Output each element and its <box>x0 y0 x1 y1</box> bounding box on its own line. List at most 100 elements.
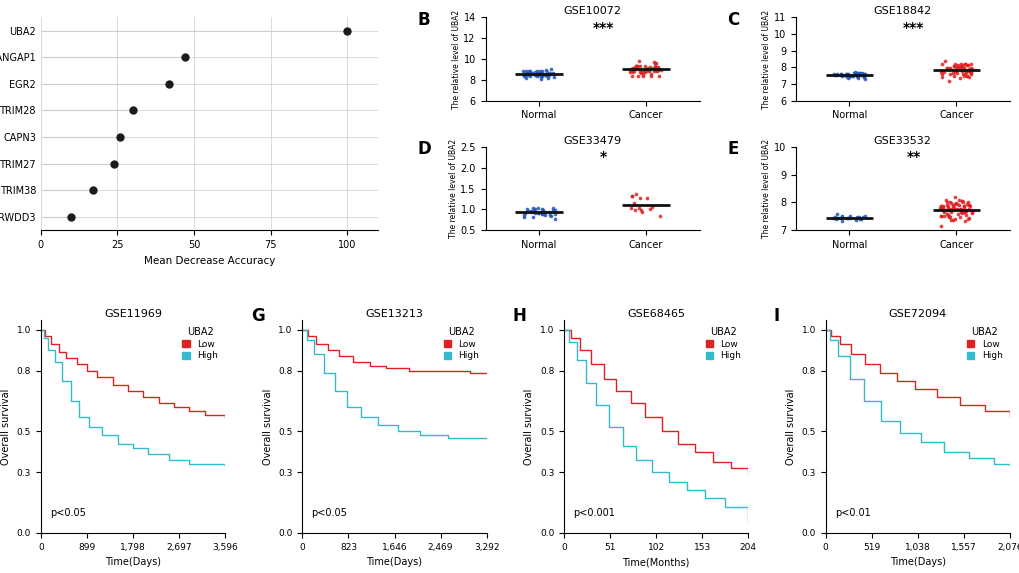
Point <box>938 203 955 213</box>
Point <box>944 215 960 224</box>
Y-axis label: Overall survival: Overall survival <box>786 388 795 465</box>
Point <box>634 65 650 74</box>
Point <box>952 62 968 72</box>
Point <box>851 213 867 222</box>
Point <box>942 198 958 207</box>
Point <box>631 203 647 212</box>
Point <box>632 206 648 215</box>
Point <box>545 72 561 81</box>
Point <box>637 65 653 74</box>
Point <box>537 207 553 216</box>
Point <box>952 59 968 68</box>
Point <box>833 213 849 222</box>
Point <box>931 211 948 220</box>
Point <box>532 69 548 78</box>
Point <box>826 70 843 80</box>
Point <box>838 214 854 223</box>
Point <box>526 204 542 213</box>
Point <box>832 70 848 80</box>
Point <box>948 61 964 70</box>
Point <box>956 216 972 225</box>
Point <box>958 200 974 209</box>
Point <box>646 62 662 72</box>
Point <box>642 204 658 213</box>
Point <box>839 69 855 79</box>
Point <box>648 65 664 74</box>
Point <box>962 63 978 72</box>
Point <box>932 202 949 211</box>
Point <box>945 206 961 215</box>
Point <box>957 66 973 76</box>
Point <box>520 69 536 78</box>
Point <box>541 207 557 217</box>
Point <box>946 214 962 223</box>
Point <box>934 67 951 76</box>
Point <box>851 215 867 224</box>
Point <box>949 69 965 78</box>
Point <box>956 69 972 79</box>
Point <box>517 209 533 218</box>
Point <box>519 69 535 79</box>
Point <box>533 204 549 213</box>
X-axis label: Time(Months): Time(Months) <box>622 557 689 567</box>
Point <box>537 65 553 74</box>
Point <box>522 66 538 76</box>
Point <box>960 65 976 74</box>
Point <box>848 72 864 81</box>
Point <box>935 207 952 216</box>
Point <box>947 204 963 213</box>
Text: E: E <box>727 140 738 158</box>
Point <box>532 70 548 79</box>
Point <box>544 69 560 78</box>
Point <box>651 211 667 221</box>
Point <box>533 74 549 83</box>
Point <box>640 65 656 74</box>
Point <box>933 59 950 68</box>
Point <box>931 204 948 213</box>
Text: B: B <box>417 10 429 29</box>
Point <box>628 189 644 198</box>
Legend: Low, High: Low, High <box>179 324 220 363</box>
Point <box>839 213 855 222</box>
Y-axis label: The relative level of UBA2: The relative level of UBA2 <box>448 139 458 238</box>
Point <box>955 64 971 73</box>
Text: G: G <box>251 307 264 325</box>
Point <box>960 205 976 214</box>
Point <box>957 66 973 76</box>
Point <box>846 68 862 77</box>
Point <box>623 65 639 74</box>
Point <box>533 210 549 219</box>
Point <box>946 193 962 202</box>
Point <box>947 60 963 69</box>
Point <box>840 70 856 79</box>
Point <box>538 72 554 81</box>
Point <box>938 205 955 214</box>
Point <box>843 72 859 81</box>
Point <box>625 66 641 75</box>
Point <box>941 206 957 215</box>
Point <box>541 211 557 220</box>
Point <box>538 68 554 77</box>
Point <box>942 199 958 208</box>
Point <box>627 62 643 71</box>
Title: GSE72094: GSE72094 <box>888 309 946 319</box>
Text: D: D <box>417 140 430 158</box>
Point <box>542 64 558 73</box>
Point <box>650 64 666 73</box>
Text: I: I <box>773 307 780 325</box>
Point <box>954 198 970 207</box>
Point <box>632 67 648 76</box>
Point <box>934 205 951 214</box>
Point <box>649 62 665 72</box>
Point <box>953 209 969 218</box>
Point <box>848 68 864 77</box>
X-axis label: Time(Days): Time(Days) <box>105 557 161 567</box>
Point <box>540 70 556 80</box>
Point <box>622 64 638 73</box>
Point <box>954 196 970 205</box>
X-axis label: Mean Decrease Accuracy: Mean Decrease Accuracy <box>144 256 275 265</box>
Point <box>635 69 651 79</box>
Point <box>631 57 647 66</box>
Point <box>931 205 948 214</box>
Point <box>962 70 978 79</box>
